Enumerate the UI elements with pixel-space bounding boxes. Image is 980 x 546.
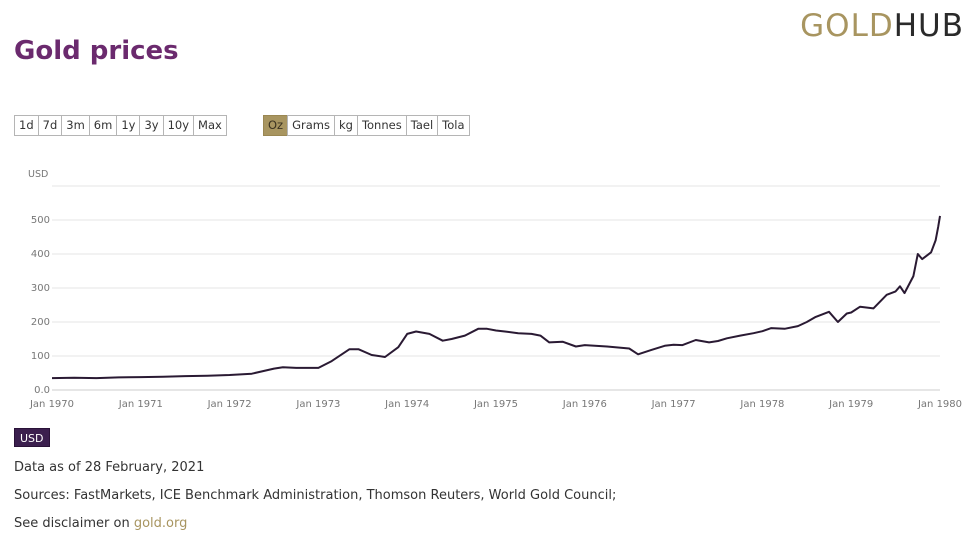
goldhub-logo: GOLDHUB <box>800 8 964 44</box>
y-axis-label: USD <box>28 169 48 180</box>
x-tick-label: Jan 1976 <box>562 399 607 410</box>
sources-text: Sources: FastMarkets, ICE Benchmark Admi… <box>14 488 617 503</box>
x-tick-label: Jan 1975 <box>473 399 518 410</box>
grid-lines <box>52 185 940 391</box>
range-button-7d[interactable]: 7d <box>37 115 63 136</box>
x-tick-labels: Jan 1970 Jan 1971 Jan 1972 Jan 1973 Jan 1974… <box>29 399 962 410</box>
y-tick-label: 300 <box>31 283 50 294</box>
unit-button-oz[interactable]: Oz <box>263 115 289 136</box>
unit-button-kg[interactable]: kg <box>333 115 358 136</box>
disclaimer-prefix: See disclaimer on <box>14 516 134 531</box>
currency-badge[interactable]: USD <box>14 428 50 447</box>
x-tick-label: Jan 1972 <box>207 399 252 410</box>
x-tick-label: Jan 1974 <box>384 399 429 410</box>
unit-button-group: Oz Grams kg Tonnes Tael Tola <box>263 115 470 136</box>
unit-button-grams[interactable]: Grams <box>287 115 335 136</box>
range-button-1d[interactable]: 1d <box>14 115 39 136</box>
data-as-of-text: Data as of 28 February, 2021 <box>14 460 205 475</box>
disclaimer-text: See disclaimer on gold.org <box>14 516 187 531</box>
x-tick-label: Jan 1980 <box>917 399 962 410</box>
logo-gold-text: GOLD <box>800 8 894 44</box>
y-tick-label: 200 <box>31 317 50 328</box>
range-button-3y[interactable]: 3y <box>139 115 164 136</box>
series-layer <box>51 215 941 380</box>
range-button-3m[interactable]: 3m <box>61 115 90 136</box>
x-tick-label: Jan 1970 <box>29 399 74 410</box>
unit-button-tael[interactable]: Tael <box>405 115 439 136</box>
x-tick-label: Jan 1971 <box>118 399 163 410</box>
y-tick-label: 100 <box>31 351 50 362</box>
y-tick-labels: 0.0 100 200 300 400 500 <box>31 215 50 396</box>
range-button-10y[interactable]: 10y <box>162 115 195 136</box>
y-tick-label: 400 <box>31 249 50 260</box>
range-button-1y[interactable]: 1y <box>116 115 141 136</box>
range-button-group: 1d 7d 3m 6m 1y 3y 10y Max <box>14 115 227 136</box>
x-tick-label: Jan 1979 <box>828 399 873 410</box>
x-tick-label: Jan 1977 <box>651 399 696 410</box>
range-button-max[interactable]: Max <box>193 115 227 136</box>
y-tick-label: 500 <box>31 215 50 226</box>
range-button-6m[interactable]: 6m <box>88 115 118 136</box>
price-series-line <box>51 215 941 380</box>
unit-button-tola[interactable]: Tola <box>437 115 470 136</box>
y-tick-label: 0.0 <box>34 385 50 396</box>
x-tick-label: Jan 1978 <box>739 399 784 410</box>
logo-hub-text: HUB <box>893 8 964 44</box>
page-title: Gold prices <box>14 36 179 66</box>
gold-org-link[interactable]: gold.org <box>133 516 188 531</box>
unit-button-tonnes[interactable]: Tonnes <box>356 115 407 136</box>
x-tick-label: Jan 1973 <box>295 399 340 410</box>
